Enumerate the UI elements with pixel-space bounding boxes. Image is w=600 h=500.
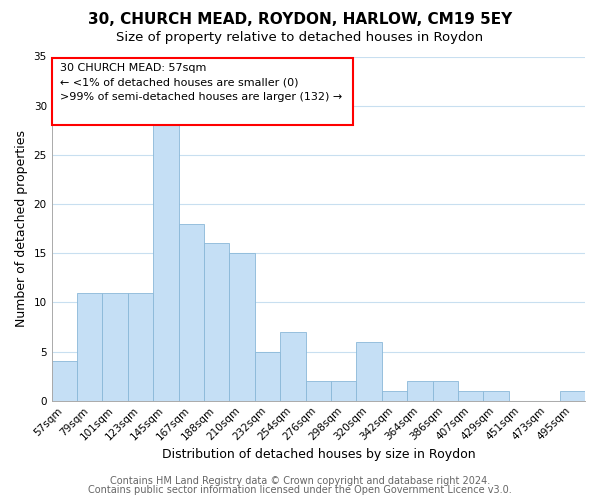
Bar bbox=[407, 381, 433, 400]
Bar bbox=[433, 381, 458, 400]
Bar bbox=[356, 342, 382, 400]
Text: Size of property relative to detached houses in Roydon: Size of property relative to detached ho… bbox=[116, 31, 484, 44]
Bar bbox=[204, 244, 229, 400]
Bar bbox=[153, 126, 179, 400]
Bar bbox=[331, 381, 356, 400]
Y-axis label: Number of detached properties: Number of detached properties bbox=[15, 130, 28, 327]
Bar bbox=[255, 352, 280, 401]
Bar bbox=[52, 362, 77, 401]
X-axis label: Distribution of detached houses by size in Roydon: Distribution of detached houses by size … bbox=[161, 448, 475, 461]
Bar bbox=[280, 332, 305, 400]
Bar bbox=[77, 292, 103, 401]
Bar bbox=[382, 391, 407, 400]
Bar bbox=[229, 253, 255, 400]
Text: Contains public sector information licensed under the Open Government Licence v3: Contains public sector information licen… bbox=[88, 485, 512, 495]
Text: 30, CHURCH MEAD, ROYDON, HARLOW, CM19 5EY: 30, CHURCH MEAD, ROYDON, HARLOW, CM19 5E… bbox=[88, 12, 512, 28]
Bar bbox=[560, 391, 585, 400]
Bar bbox=[179, 224, 204, 400]
Bar bbox=[484, 391, 509, 400]
FancyBboxPatch shape bbox=[52, 58, 353, 126]
Bar bbox=[128, 292, 153, 401]
Text: 30 CHURCH MEAD: 57sqm
← <1% of detached houses are smaller (0)
>99% of semi-deta: 30 CHURCH MEAD: 57sqm ← <1% of detached … bbox=[59, 64, 342, 102]
Bar bbox=[305, 381, 331, 400]
Bar bbox=[458, 391, 484, 400]
Text: Contains HM Land Registry data © Crown copyright and database right 2024.: Contains HM Land Registry data © Crown c… bbox=[110, 476, 490, 486]
Bar bbox=[103, 292, 128, 401]
